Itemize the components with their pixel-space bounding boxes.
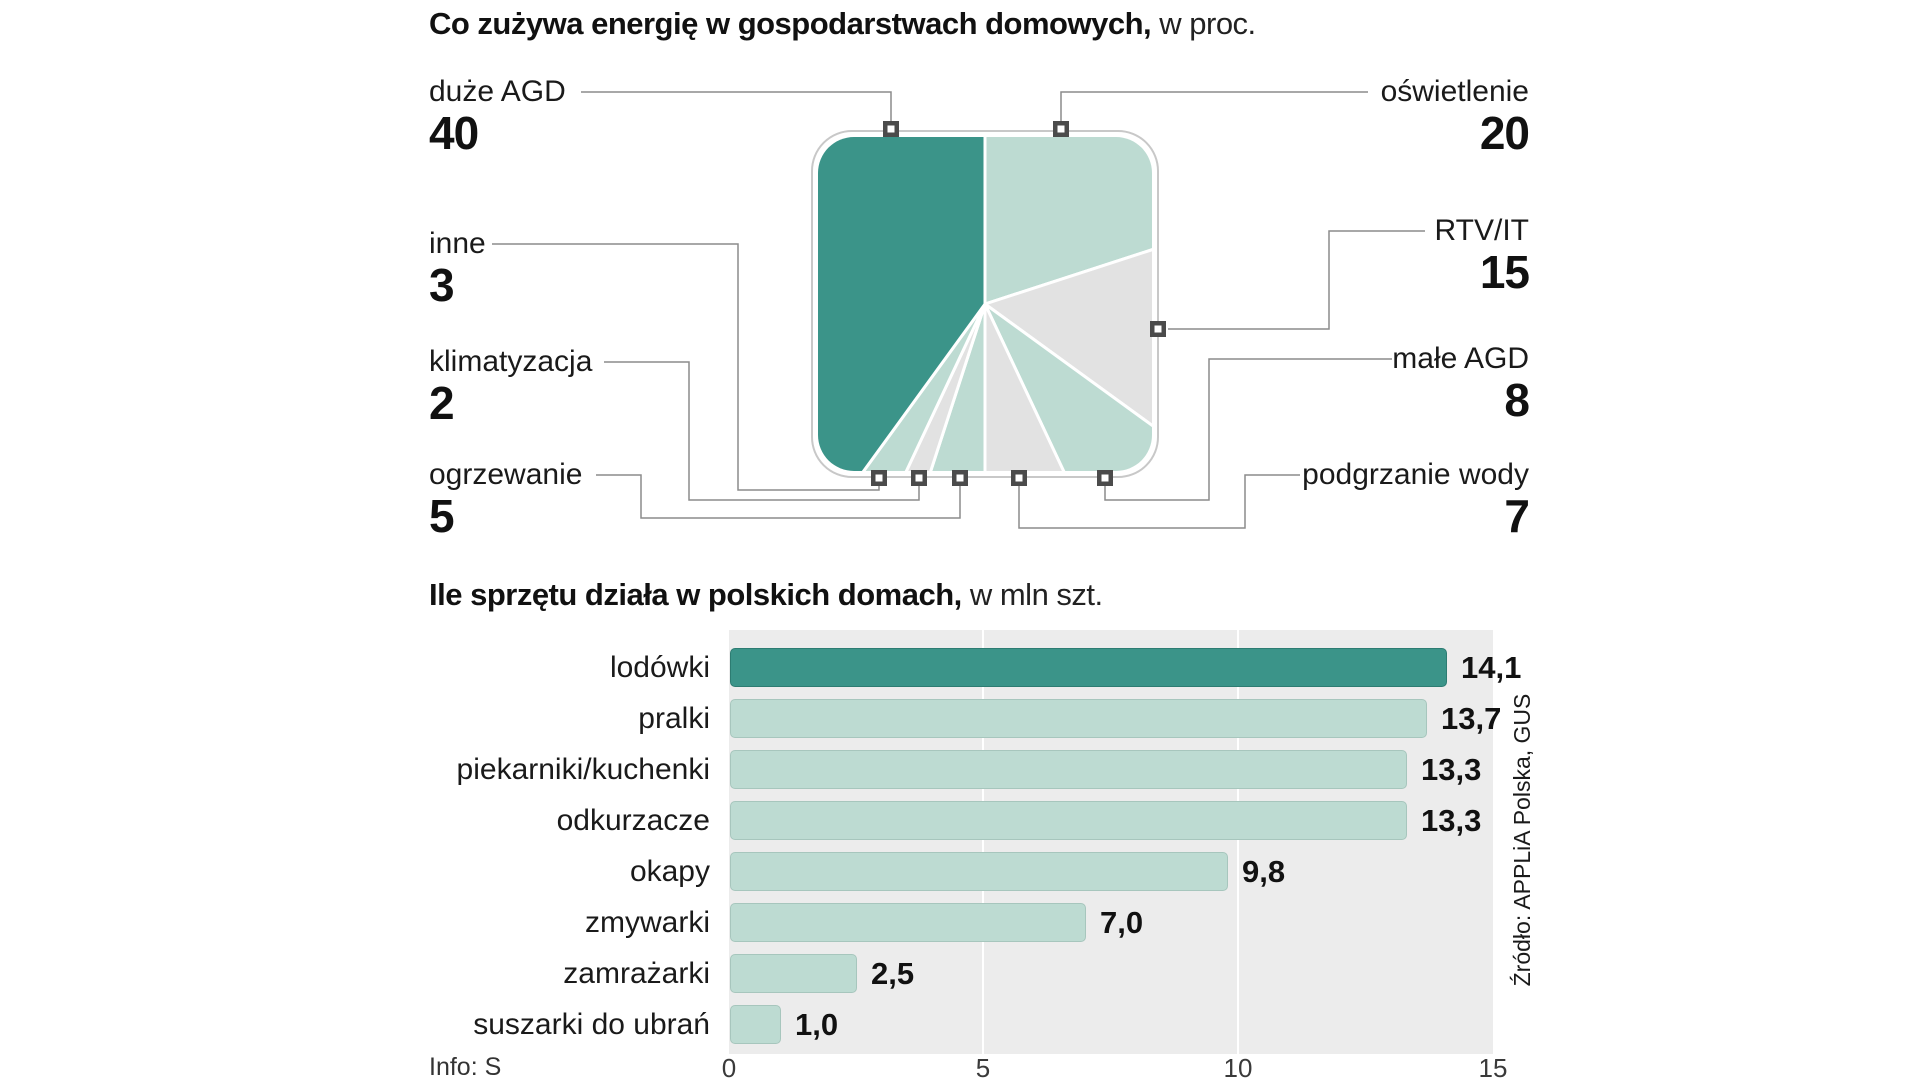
leader-klimatyzacja [604,361,920,501]
bar-row-odkurzacze: odkurzacze 13,3 [0,801,1920,840]
bar-row-okapy: okapy 9,8 [0,852,1920,891]
pie-slice-oświetlenie [983,137,1152,307]
bar-fill-zmywarki [730,903,1086,942]
bar-value-zamrazarki: 2,5 [871,956,915,991]
axis-tick-5: 5 [975,1053,991,1083]
pie-value-duze-agd: 40 [429,107,479,159]
pie-value-klimatyzacja: 2 [429,377,455,429]
pie-chart-title: Co zużywa energię w gospodarstwach domow… [429,6,1256,42]
leader-male-agd [1104,358,1392,501]
gridline-10 [1237,630,1239,1054]
bar-fill-lodowki [730,648,1447,687]
bar-fill-okapy [730,852,1228,891]
bar-label-odkurzacze: odkurzacze [556,804,710,837]
callout-oswietlenie: oświetlenie 20 [1380,74,1530,159]
bar-value-piekarniki: 13,3 [1421,752,1482,787]
source-credit: Źródło: APPLiA Polska, GUS [1509,693,1535,987]
pie-label-inne: inne [429,227,486,260]
bar-label-okapy: okapy [629,855,710,888]
bar-row-suszarki: suszarki do ubrań 1,0 [0,1005,1920,1044]
pie-value-male-agd: 8 [1504,374,1530,426]
callout-ogrzewanie: ogrzewanie 5 [429,457,582,539]
pie-slice-duże-agd [818,137,987,471]
bar-label-zamrazarki: zamrażarki [563,957,710,990]
bar-fill-suszarki [730,1005,781,1044]
pie-marker-center [875,474,883,482]
pie-value-oswietlenie: 20 [1479,107,1530,159]
pie-outline [811,130,1159,478]
bar-row-pralki: pralki 13,7 [0,699,1920,738]
pie-slice-podgrzanie-wody [983,303,1115,471]
bar-value-okapy: 9,8 [1242,854,1286,889]
callout-rtv-it: RTV/IT 15 [1434,213,1530,298]
bar-label-piekarniki: piekarniki/kuchenki [456,753,710,786]
pie-marker-center [915,474,923,482]
pie-label-podgrzanie-wody: podgrzanie wody [1302,458,1529,491]
bar-fill-pralki [730,699,1427,738]
callout-podgrzanie-wody: podgrzanie wody 7 [1302,457,1530,542]
bar-chart-title-bold: Ile sprzętu działa w polskich domach, [429,577,962,612]
pie-value-ogrzewanie: 5 [429,490,455,542]
pie-label-duze-agd: duże AGD [429,75,566,108]
callout-klimatyzacja: klimatyzacja 2 [429,344,592,426]
bar-label-zmywarki: zmywarki [585,906,710,939]
pie-label-oswietlenie: oświetlenie [1380,75,1529,108]
pie-slice-inne [818,303,987,471]
callout-male-agd: małe AGD 8 [1392,341,1530,426]
pie-marker-center [887,125,895,133]
gridline-5 [982,630,984,1054]
bar-row-zmywarki: zmywarki 7,0 [0,903,1920,942]
pie-slices-group [818,137,1152,471]
bar-fill-zamrazarki [730,954,857,993]
callout-inne: inne 3 [429,226,486,308]
pie-chart-title-bold: Co zużywa energię w gospodarstwach domow… [429,6,1152,41]
pie-label-klimatyzacja: klimatyzacja [429,345,593,378]
bar-value-pralki: 13,7 [1441,701,1502,736]
pie-label-rtv-it: RTV/IT [1434,214,1529,247]
pie-marker-center [956,474,964,482]
axis-tick-15: 15 [1478,1053,1508,1083]
bar-fill-piekarniki [730,750,1407,789]
pie-marker-center [1015,474,1023,482]
bar-label-lodowki: lodówki [609,651,710,684]
pie-chart-title-unit: w proc. [1151,6,1256,41]
axis-tick-0: 0 [721,1053,737,1083]
pie-slice-rtv-it [981,209,1152,471]
pie-label-male-agd: małe AGD [1392,342,1529,375]
pie-markers-group [871,121,1166,486]
bar-value-zmywarki: 7,0 [1100,905,1144,940]
bar-chart-title: Ile sprzętu działa w polskich domach, w … [429,577,1103,613]
bar-value-suszarki: 1,0 [795,1007,839,1042]
bar-fill-odkurzacze [730,801,1407,840]
pie-value-podgrzanie-wody: 7 [1504,490,1530,542]
leader-ogrzewanie [596,474,961,519]
leader-inne [492,243,880,491]
bar-label-pralki: pralki [638,702,710,735]
bar-label-suszarki: suszarki do ubrań [473,1008,710,1041]
pie-label-ogrzewanie: ogrzewanie [429,458,583,491]
pie-chart [811,130,1159,478]
pie-annotations [492,91,1425,529]
leader-podgrzanie-wody [1018,474,1300,529]
bar-row-lodowki: lodówki 14,1 [0,648,1920,687]
axis-tick-10: 10 [1223,1053,1253,1083]
pie-marker-center [1057,125,1065,133]
bar-row-zamrazarki: zamrażarki 2,5 [0,954,1920,993]
leader-duze-agd [581,91,892,122]
bar-value-odkurzacze: 13,3 [1421,803,1482,838]
pie-marker-center [1154,325,1162,333]
leader-oswietlenie [1060,91,1368,122]
info-credit: Info: S [429,1053,502,1081]
leader-rtv-it [1168,230,1425,330]
bar-chart-title-unit: w mln szt. [961,577,1103,612]
pie-value-inne: 3 [429,259,455,311]
pie-value-rtv-it: 15 [1479,246,1530,298]
pie-marker-center [1101,474,1109,482]
callout-duze-agd: duże AGD 40 [429,74,566,156]
bar-row-piekarniki: piekarniki/kuchenki 13,3 [0,750,1920,789]
bar-value-lodowki: 14,1 [1461,650,1522,685]
pie-slice-małe-agd [983,302,1152,471]
